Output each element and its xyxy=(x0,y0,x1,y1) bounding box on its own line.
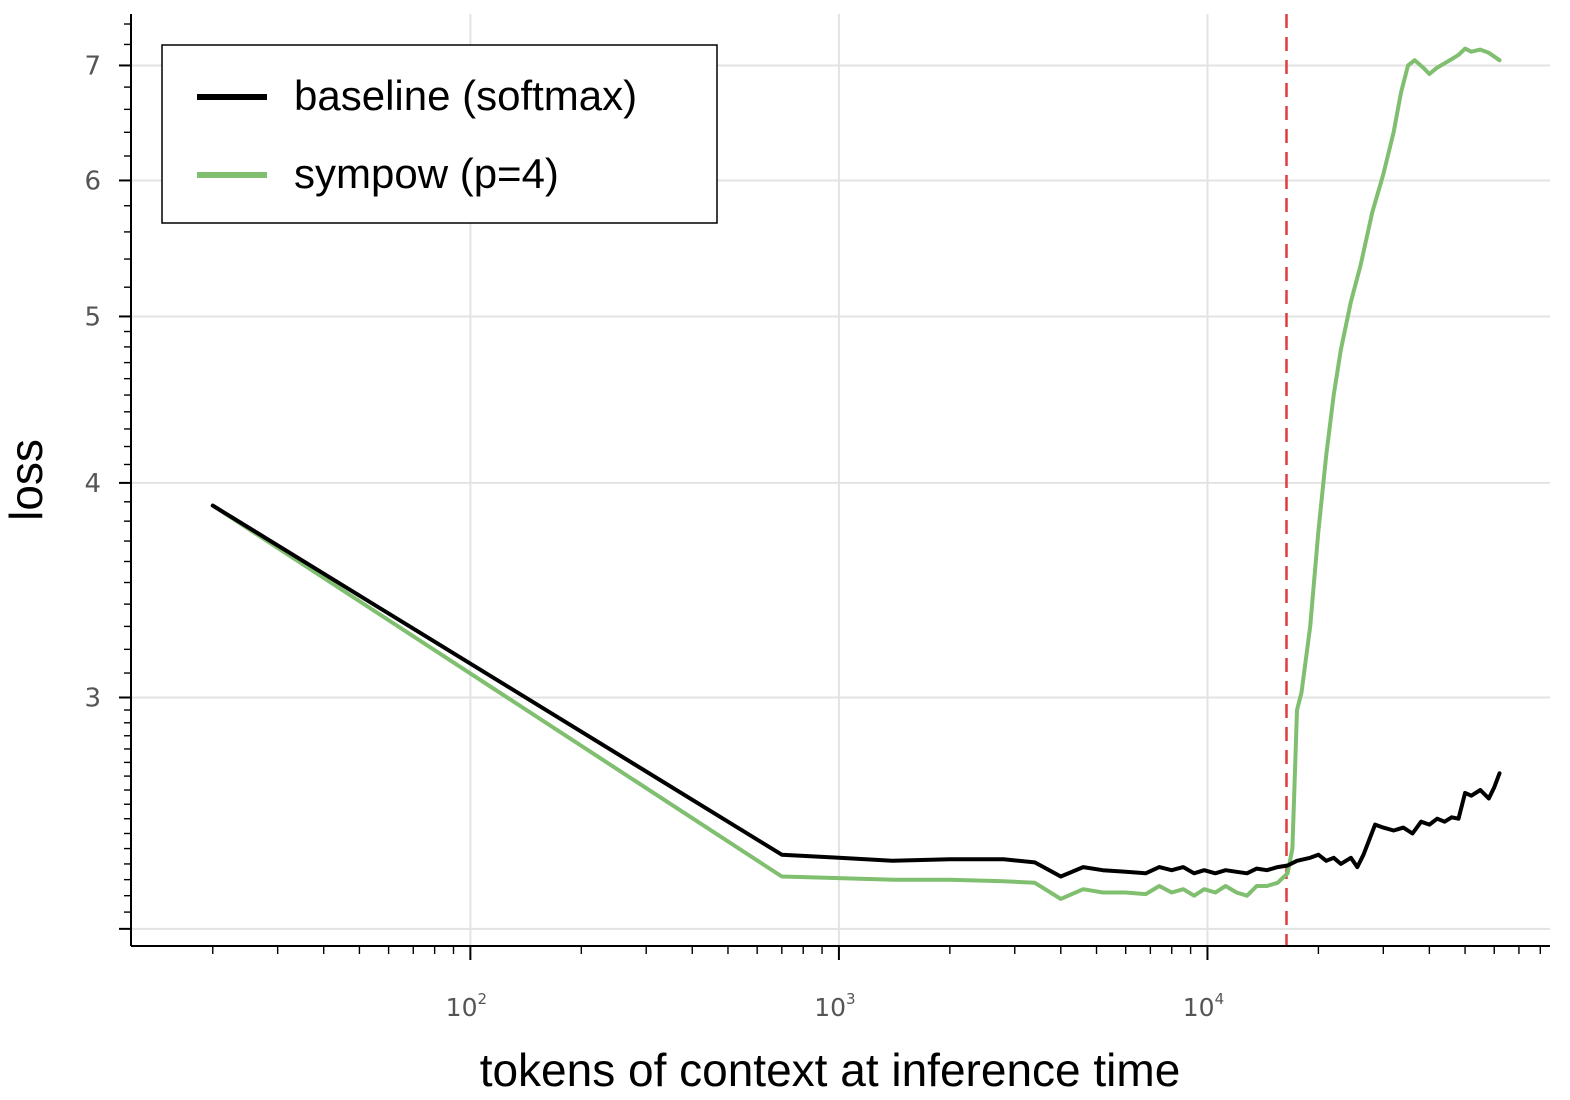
y-tick-label: 4 xyxy=(84,469,101,499)
x-tick-label: 103 xyxy=(814,990,855,1022)
y-tick-label: 5 xyxy=(84,302,101,332)
series-line-baseline xyxy=(210,503,1502,879)
x-axis-title: tokens of context at inference time xyxy=(480,1044,1181,1096)
legend-box xyxy=(161,44,718,224)
y-ticks: 3 4 5 6 7 xyxy=(84,23,131,930)
x-tick-label: 104 xyxy=(1183,990,1224,1022)
y-tick-label: 3 xyxy=(84,683,101,713)
x-tick-label: 102 xyxy=(446,990,487,1022)
legend: baseline (softmax) sympow (p=4) xyxy=(161,44,718,224)
series-layer xyxy=(210,46,1502,901)
y-tick-label: 7 xyxy=(84,51,101,81)
legend-label-sympow: sympow (p=4) xyxy=(294,150,559,197)
series-line-sympow xyxy=(210,46,1502,901)
x-ticks: 102 103 104 xyxy=(212,946,1541,1022)
y-axis-title: loss xyxy=(0,439,52,521)
legend-label-baseline: baseline (softmax) xyxy=(294,72,637,119)
y-tick-label: 6 xyxy=(84,166,101,196)
